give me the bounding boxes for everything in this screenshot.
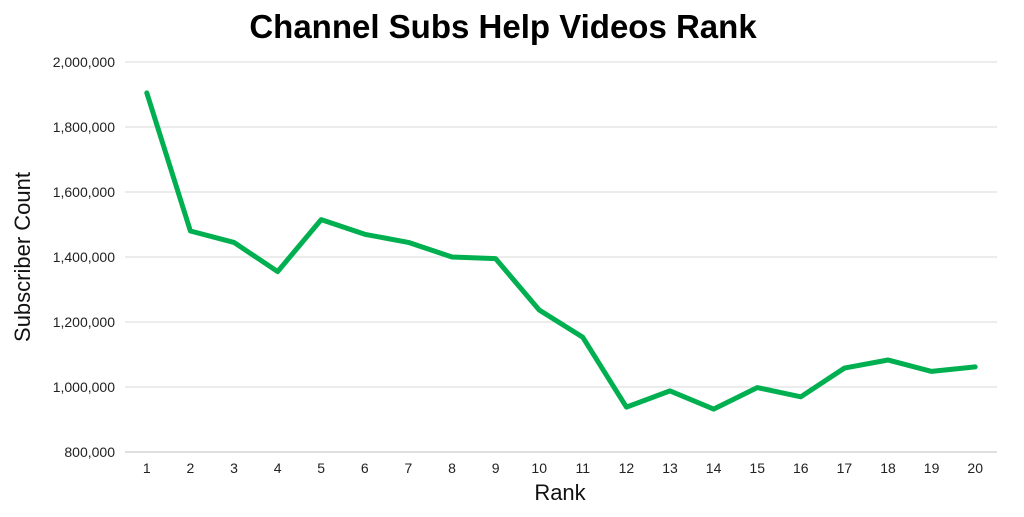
x-tick-label: 7 — [405, 460, 413, 476]
data-point — [624, 405, 629, 410]
series-line — [144, 90, 978, 412]
x-tick-label: 18 — [880, 460, 896, 476]
x-tick-label: 4 — [274, 460, 282, 476]
chart-title: Channel Subs Help Videos Rank — [249, 8, 757, 45]
x-axis-label: Rank — [534, 480, 586, 505]
series-layer — [144, 90, 978, 412]
data-point — [886, 358, 890, 363]
x-tick-label: 13 — [662, 460, 678, 476]
data-point — [929, 369, 934, 374]
y-tick-label: 1,200,000 — [53, 314, 115, 330]
data-point — [450, 255, 454, 259]
data-point — [668, 388, 672, 393]
x-tick-label: 17 — [837, 460, 853, 476]
data-point — [493, 256, 498, 261]
data-point — [406, 240, 411, 245]
x-tick-label: 15 — [749, 460, 765, 476]
y-tick-label: 1,800,000 — [53, 119, 115, 135]
data-point — [798, 394, 803, 399]
data-point — [537, 307, 542, 312]
data-point — [842, 366, 847, 371]
x-tick-label: 6 — [361, 460, 369, 476]
data-point — [275, 269, 280, 274]
y-tick-label: 800,000 — [64, 444, 115, 460]
y-tick-label: 1,400,000 — [53, 249, 115, 265]
data-point — [580, 335, 585, 340]
data-point — [232, 240, 236, 245]
x-tick-label: 10 — [531, 460, 547, 476]
data-point — [755, 385, 760, 390]
y-axis-label: Subscriber Count — [10, 172, 35, 342]
x-tick-label: 12 — [619, 460, 635, 476]
y-axis-ticks: 800,000 1,000,000 1,200,000 1,400,000 1,600,… — [53, 54, 116, 460]
x-tick-label: 9 — [492, 460, 500, 476]
x-tick-label: 16 — [793, 460, 809, 476]
y-tick-label: 1,000,000 — [53, 379, 115, 395]
y-tick-label: 1,600,000 — [53, 184, 115, 200]
x-tick-label: 5 — [317, 460, 325, 476]
data-point — [711, 407, 716, 412]
x-tick-label: 11 — [576, 460, 591, 476]
x-tick-label: 3 — [230, 460, 238, 476]
x-tick-label: 14 — [706, 460, 722, 476]
x-tick-label: 8 — [448, 460, 456, 476]
data-point — [973, 364, 978, 369]
x-tick-label: 19 — [924, 460, 940, 476]
data-point — [319, 217, 324, 222]
x-tick-label: 1 — [143, 460, 151, 476]
data-point — [188, 229, 193, 233]
x-axis-ticks: 1 2 3 4 5 6 7 8 9 10 11 12 13 14 15 16 17 18 19 20 — [143, 460, 983, 476]
x-tick-label: 20 — [967, 460, 983, 476]
y-tick-label: 2,000,000 — [53, 54, 115, 70]
data-point — [144, 90, 149, 95]
data-point — [362, 232, 367, 237]
x-tick-label: 2 — [187, 460, 195, 476]
